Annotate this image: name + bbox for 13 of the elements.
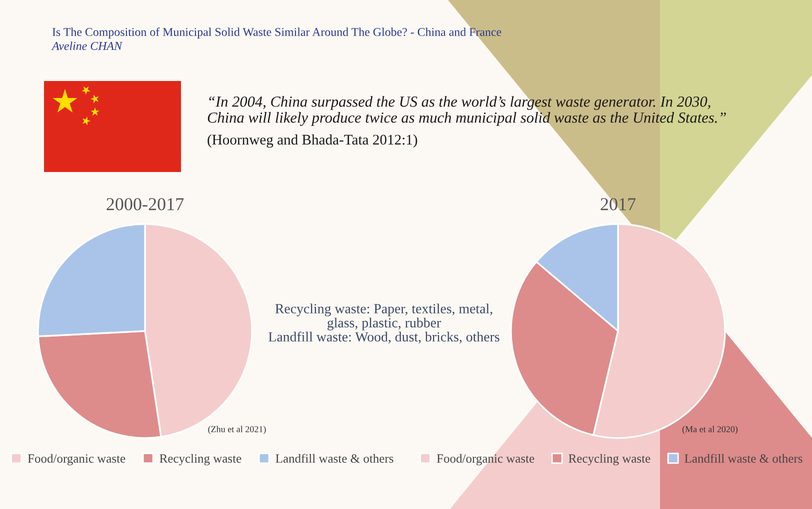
legend-label: Food/organic waste	[28, 454, 126, 466]
legend-label: Recycling waste	[160, 454, 242, 466]
text: (Ma et al 2020)	[682, 426, 738, 434]
text: Recycling waste: Paper, textiles, metal, glass, plastic, rubber Landfill waste: Wood, dust, bricks, others	[268, 304, 500, 344]
legend-label: Recycling waste	[568, 454, 650, 466]
legend-label: Landfill waste & others	[276, 454, 394, 463]
text: (Hoornweg and Bhada-Tata 2012:1)	[208, 134, 418, 148]
legend-label: Food/organic waste	[436, 454, 534, 466]
legend-label: Landfill waste & others	[684, 454, 802, 463]
chart-title: 2000-2017	[106, 198, 184, 210]
text: Aveline CHAN	[51, 42, 123, 50]
text: “In 2004, China surpassed the US as the world’s largest waste generator. In 2030, China will likely produce twice as much municipal solid waste as the United States.”	[208, 96, 726, 126]
text: (Zhu et al 2021)	[208, 426, 266, 434]
